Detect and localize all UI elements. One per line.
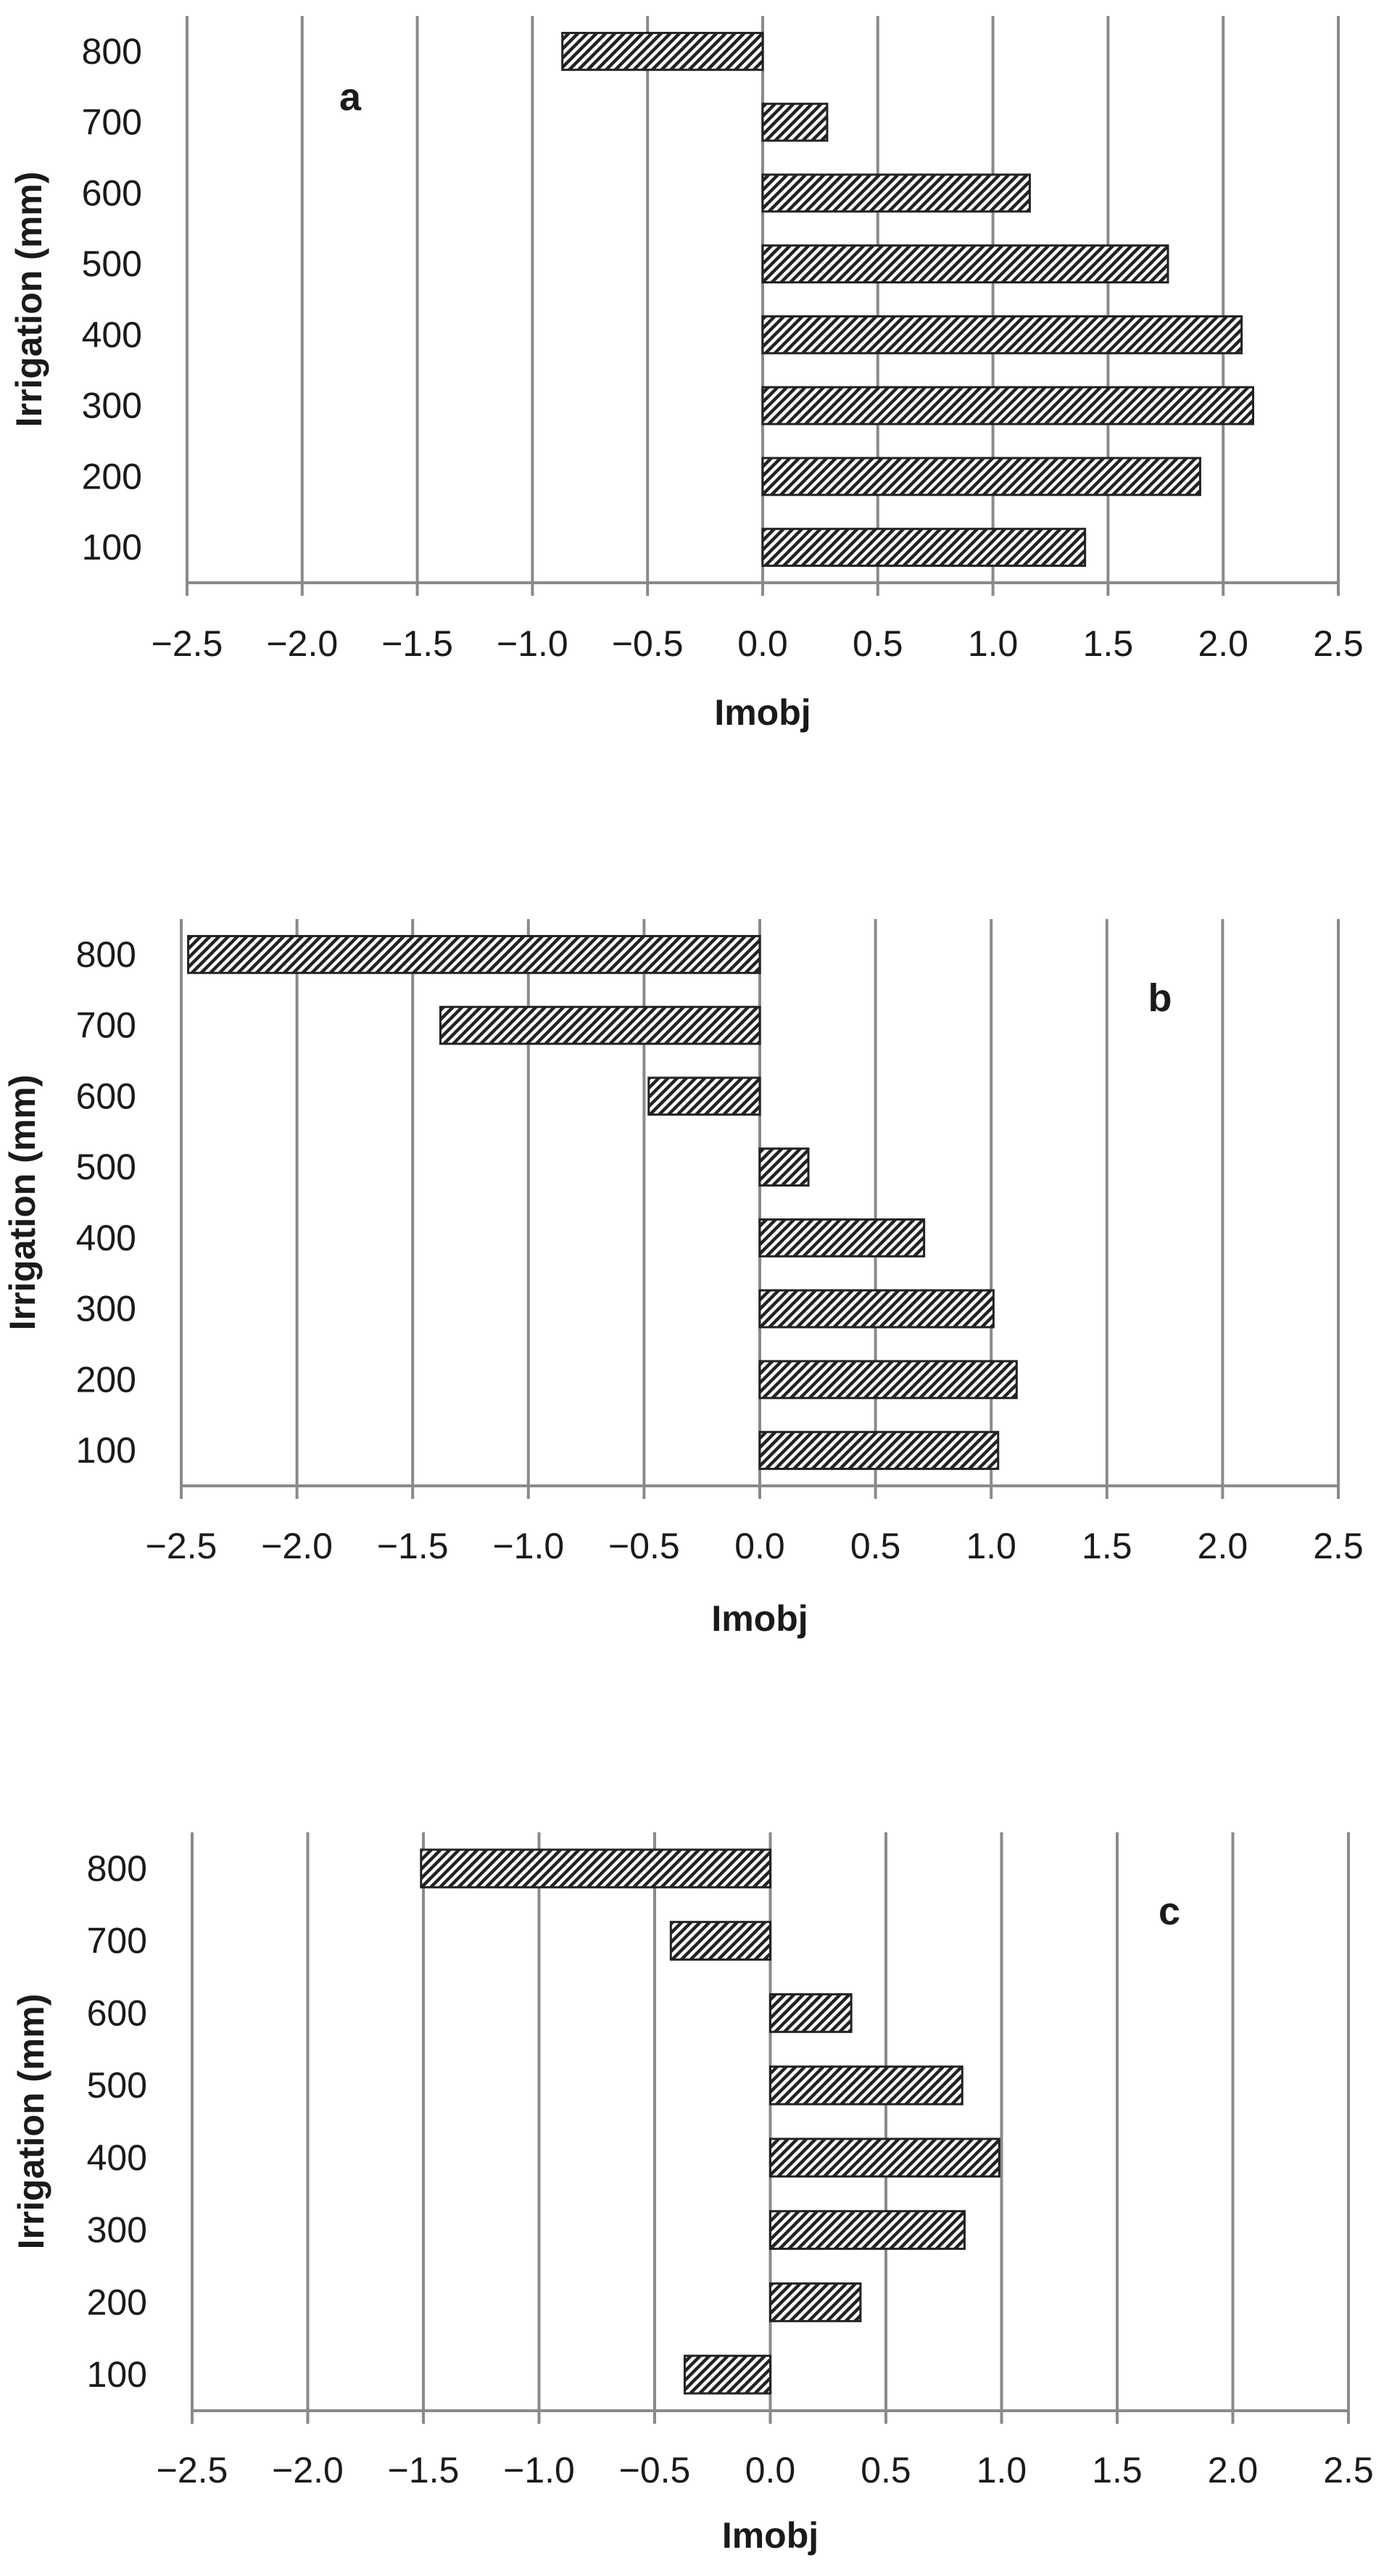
- x-tick-label: 1.5: [1083, 623, 1134, 664]
- x-tick-label: 2.5: [1313, 623, 1364, 664]
- bar: [761, 244, 1169, 284]
- y-tick-label: 300: [82, 386, 142, 426]
- bar: [769, 2210, 966, 2251]
- bar: [647, 1076, 761, 1116]
- bar: [769, 2282, 862, 2322]
- y-tick-label: 500: [82, 244, 142, 284]
- bar: [769, 2137, 1000, 2178]
- bar: [439, 1005, 761, 1045]
- x-tick-label: 1.0: [966, 1526, 1016, 1566]
- bar: [761, 173, 1031, 213]
- y-tick-label: 800: [82, 31, 142, 72]
- bar: [758, 1431, 1000, 1471]
- x-axis-title: Imobj: [711, 1598, 808, 1639]
- x-tick-label: −1.5: [381, 623, 453, 664]
- y-tick-label: 500: [87, 2065, 147, 2106]
- bar: [769, 2065, 963, 2106]
- y-tick-label: 200: [76, 1359, 136, 1400]
- chart-panel-b: −2.5 −2.0 −1.5 −1.0 −0.5 0.0 0.5 1.0 1.5 2.0 2.5 10…: [2, 919, 1364, 1639]
- x-tick-label: −1.0: [492, 1526, 564, 1566]
- y-tick-label: 600: [82, 173, 142, 213]
- y-tick-label: 700: [82, 102, 142, 143]
- x-axis-title: Imobj: [722, 2515, 818, 2556]
- y-tick-label: 600: [87, 1993, 147, 2033]
- bar: [758, 1289, 995, 1329]
- y-tick-label: 700: [87, 1921, 147, 1961]
- x-tick-label: 0.0: [734, 1526, 785, 1566]
- x-tick-label: −1.5: [377, 1526, 449, 1566]
- bar: [758, 1218, 926, 1258]
- x-tick-label: 1.0: [977, 2450, 1027, 2490]
- x-tick-label: 2.5: [1313, 1526, 1364, 1566]
- bar: [758, 1147, 810, 1187]
- y-tick-label: 200: [82, 456, 142, 496]
- x-tick-label: 1.0: [968, 623, 1019, 664]
- y-axis-title: Irrigation (mm): [2, 1075, 43, 1331]
- x-tick-label: 1.5: [1082, 1526, 1132, 1566]
- y-axis-title: Irrigation (mm): [9, 172, 49, 428]
- y-tick-label: 100: [76, 1430, 136, 1471]
- panel-label: b: [1148, 976, 1172, 1020]
- panel-label: c: [1159, 1890, 1180, 1933]
- x-tick-label: 0.5: [850, 1526, 901, 1566]
- x-tick-label: 1.5: [1092, 2450, 1143, 2490]
- y-tick-label: 400: [82, 315, 142, 355]
- y-tick-label: 800: [76, 934, 136, 975]
- y-tick-label: 400: [76, 1218, 136, 1258]
- x-tick-label: 2.5: [1323, 2450, 1374, 2490]
- x-tick-label: −2.0: [272, 2450, 344, 2490]
- x-axis-title: Imobj: [714, 692, 811, 733]
- x-tick-label: −0.5: [619, 2450, 691, 2490]
- x-tick-label: 0.5: [853, 623, 903, 664]
- x-tick-label: 2.0: [1208, 2450, 1259, 2490]
- x-tick-label: 2.0: [1198, 623, 1248, 664]
- x-tick-label: 0.0: [737, 623, 788, 664]
- x-tick-label: −2.0: [261, 1526, 333, 1566]
- y-tick-label: 200: [87, 2282, 147, 2322]
- bar: [669, 1921, 772, 1961]
- x-tick-label: 2.0: [1198, 1526, 1248, 1566]
- x-tick-label: −2.5: [152, 623, 223, 664]
- x-tick-label: −1.5: [388, 2450, 460, 2490]
- x-tick-label: −2.5: [157, 2450, 228, 2490]
- y-tick-label: 600: [76, 1076, 136, 1116]
- bar: [187, 934, 761, 974]
- bar: [561, 31, 764, 71]
- x-tick-label: −2.5: [146, 1526, 217, 1566]
- x-tick-label: −0.5: [612, 623, 684, 664]
- x-tick-label: −0.5: [608, 1526, 680, 1566]
- bar: [769, 1993, 853, 2033]
- panel-label: a: [339, 75, 362, 119]
- y-tick-label: 700: [76, 1005, 136, 1046]
- y-tick-label: 500: [76, 1147, 136, 1187]
- bar: [761, 315, 1243, 354]
- bar: [758, 1360, 1018, 1400]
- x-tick-label: −1.0: [497, 623, 568, 664]
- bar: [761, 102, 829, 142]
- bar: [420, 1848, 771, 1889]
- x-tick-label: 0.0: [745, 2450, 796, 2490]
- x-tick-label: −1.0: [503, 2450, 575, 2490]
- x-tick-label: 0.5: [861, 2450, 911, 2490]
- chart-panel-c: −2.5 −2.0 −1.5 −1.0 −0.5 0.0 0.5 1.0 1.5 2.0 2.5 10…: [11, 1832, 1374, 2556]
- chart-panel-a: −2.5 −2.0 −1.5 −1.0 −0.5 0.0 0.5 1.0 1.5 2.0 2.5 10…: [9, 16, 1364, 733]
- y-tick-label: 800: [87, 1848, 147, 1889]
- bar: [683, 2354, 771, 2395]
- y-tick-label: 400: [87, 2137, 147, 2178]
- bar: [761, 528, 1087, 568]
- y-tick-label: 300: [76, 1289, 136, 1329]
- x-tick-label: −2.0: [266, 623, 338, 664]
- y-tick-label: 300: [87, 2210, 147, 2251]
- bar: [761, 457, 1201, 496]
- bar: [761, 386, 1254, 425]
- y-axis-title: Irrigation (mm): [11, 1994, 51, 2250]
- y-tick-label: 100: [87, 2354, 147, 2395]
- y-tick-label: 100: [82, 527, 142, 568]
